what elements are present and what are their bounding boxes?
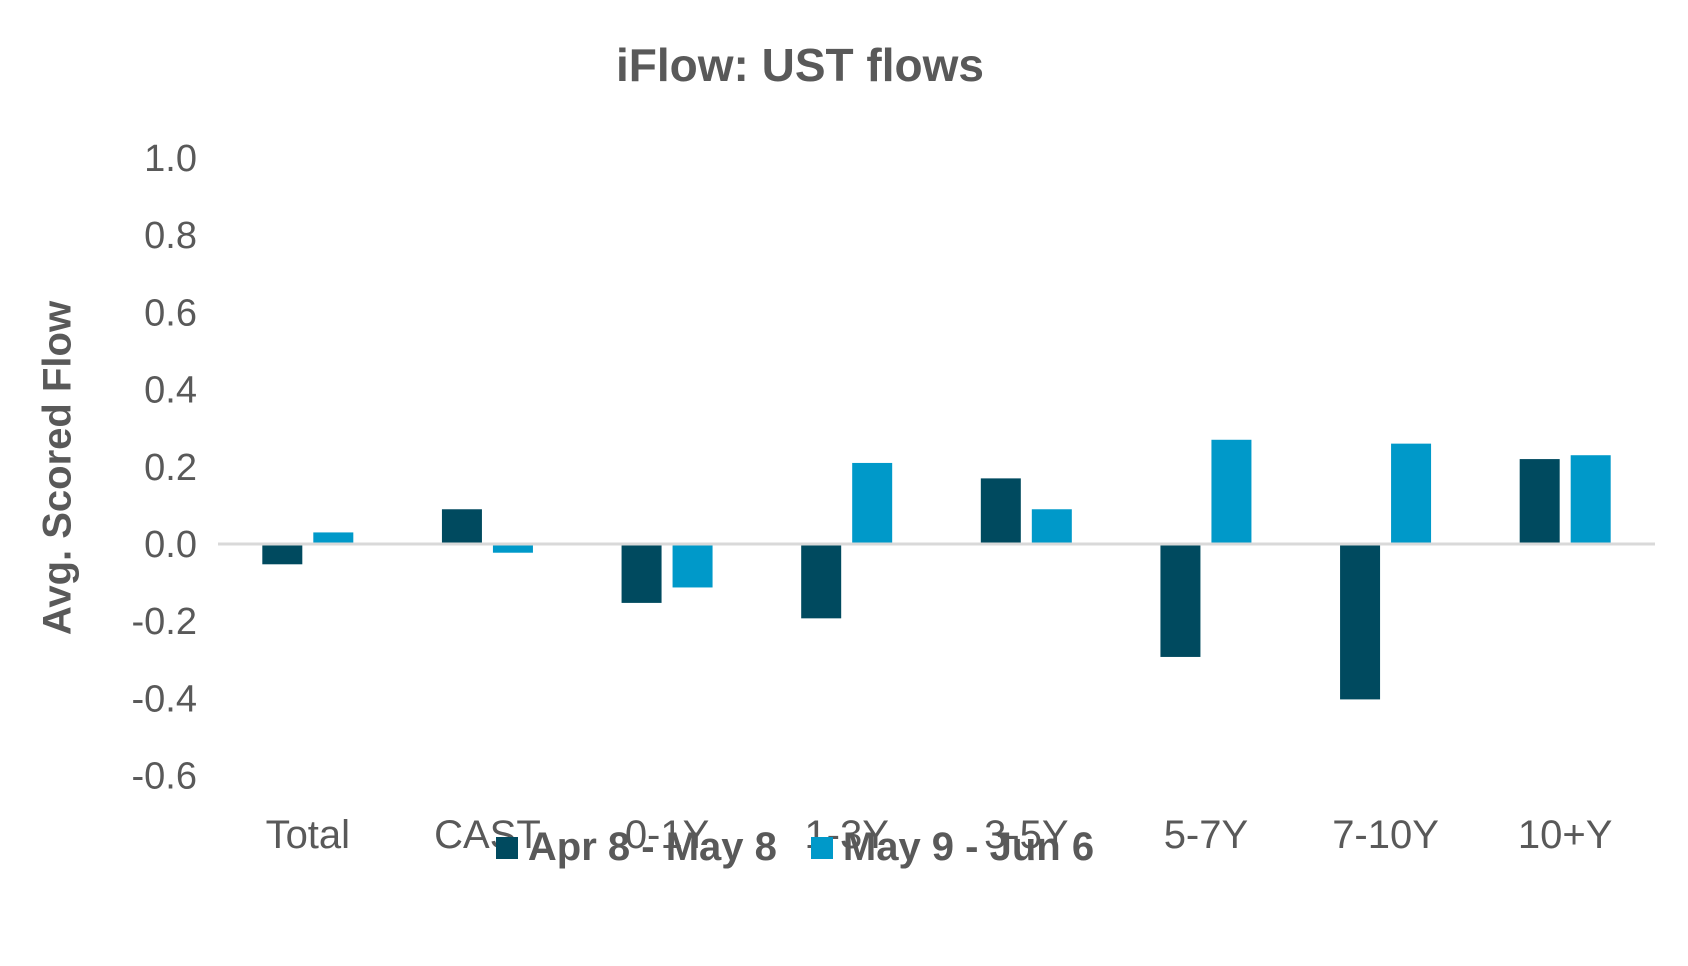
bar-10-y-series-1 [1519,459,1560,544]
bar-3-5y-series-2 [1031,509,1072,544]
x-category-label: Total [266,813,351,857]
bar-1-3y-series-2 [852,462,893,544]
y-tick-label: 0.2 [144,447,197,489]
y-axis-ticks: 1.0 0.8 0.6 0.4 0.2 0.0 -0.2 -0.4 -0.6 [132,138,197,798]
bar-7-10y-series-2 [1391,443,1432,544]
x-category-label: 7-10Y [1332,813,1439,857]
bar-5-7y-series-2 [1211,439,1252,544]
bar-10-y-series-2 [1570,455,1611,544]
bar-total-series-1 [262,545,303,565]
bar-total-series-2 [313,532,354,544]
y-tick-label: 0.6 [144,292,197,334]
bars [262,439,1611,700]
chart-title: iFlow: UST flows [616,39,984,91]
bar-5-7y-series-1 [1160,545,1201,657]
legend-swatch [810,836,833,859]
bar-cast-series-1 [441,509,482,544]
x-category-label: 10+Y [1518,813,1613,857]
bar-0-1y-series-1 [621,545,662,603]
legend-swatch [495,836,518,859]
bar-3-5y-series-1 [980,478,1021,544]
y-tick-label: 0.8 [144,215,197,257]
x-category-label: 3-5Y [984,813,1069,857]
y-tick-label: 0.4 [144,370,197,412]
y-tick-label: 1.0 [144,138,197,180]
bar-1-3y-series-1 [801,545,842,619]
legend-item-series-1: Apr 8 - May 8 [495,825,777,870]
bar-7-10y-series-1 [1340,545,1381,700]
x-category-label: 5-7Y [1164,813,1249,857]
x-category-label: 0-1Y [625,813,710,857]
y-tick-label: 0.0 [144,524,197,566]
legend: Apr 8 - May 8 May 9 - Jun 6 [0,825,1590,870]
bar-cast-series-2 [492,545,533,553]
y-tick-label: -0.4 [132,678,197,720]
y-tick-label: -0.6 [132,756,197,798]
x-category-label: CAST [434,813,541,857]
y-tick-label: -0.2 [132,601,197,643]
legend-label: Apr 8 - May 8 [527,825,777,869]
legend-label: May 9 - Jun 6 [842,825,1095,869]
legend-item-series-2: May 9 - Jun 6 [810,825,1095,870]
bar-0-1y-series-2 [672,545,713,588]
